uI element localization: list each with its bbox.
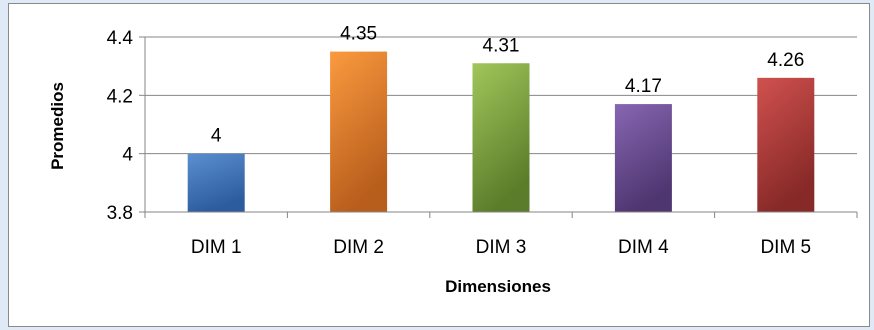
bars [187,51,815,213]
axes [139,36,858,218]
data-label: 4.35 [340,24,377,45]
bar-dim-2 [330,51,388,213]
y-tick-label: 4.2 [107,86,133,107]
x-tick-label: DIM 2 [333,237,384,258]
bar-dim-3 [472,63,530,212]
bar-dim-1 [187,153,245,212]
data-label: 4.26 [767,50,804,71]
x-tick-label: DIM 3 [476,237,527,258]
bar-dim-5 [757,77,815,212]
x-tick-label: DIM 1 [191,237,242,258]
x-tick-label: DIM 4 [618,237,669,258]
data-label: 4.31 [483,35,520,56]
x-tick-label: DIM 5 [760,237,811,258]
y-tick-label: 4.4 [107,28,134,49]
bar-chart: 3.8 4 4.2 4.4 4 DIM 1 4.35 DIM 2 4.31 DIM 3 4.17 DI… [48,24,858,296]
y-tick-label: 4 [122,145,133,166]
labels: 3.8 4 4.2 4.4 4 DIM 1 4.35 DIM 2 4.31 DIM 3 4.17 DI… [107,24,812,258]
chart-area: 3.8 4 4.2 4.4 4 DIM 1 4.35 DIM 2 4.31 DIM 3 4.17 DI… [8,3,870,327]
y-tick-label: 3.8 [107,203,133,224]
y-axis-title: Promedios [48,82,67,170]
bar-dim-4 [614,104,672,212]
x-axis-title: Dimensiones [445,277,551,296]
data-label: 4 [211,126,222,147]
data-label: 4.17 [625,76,662,97]
